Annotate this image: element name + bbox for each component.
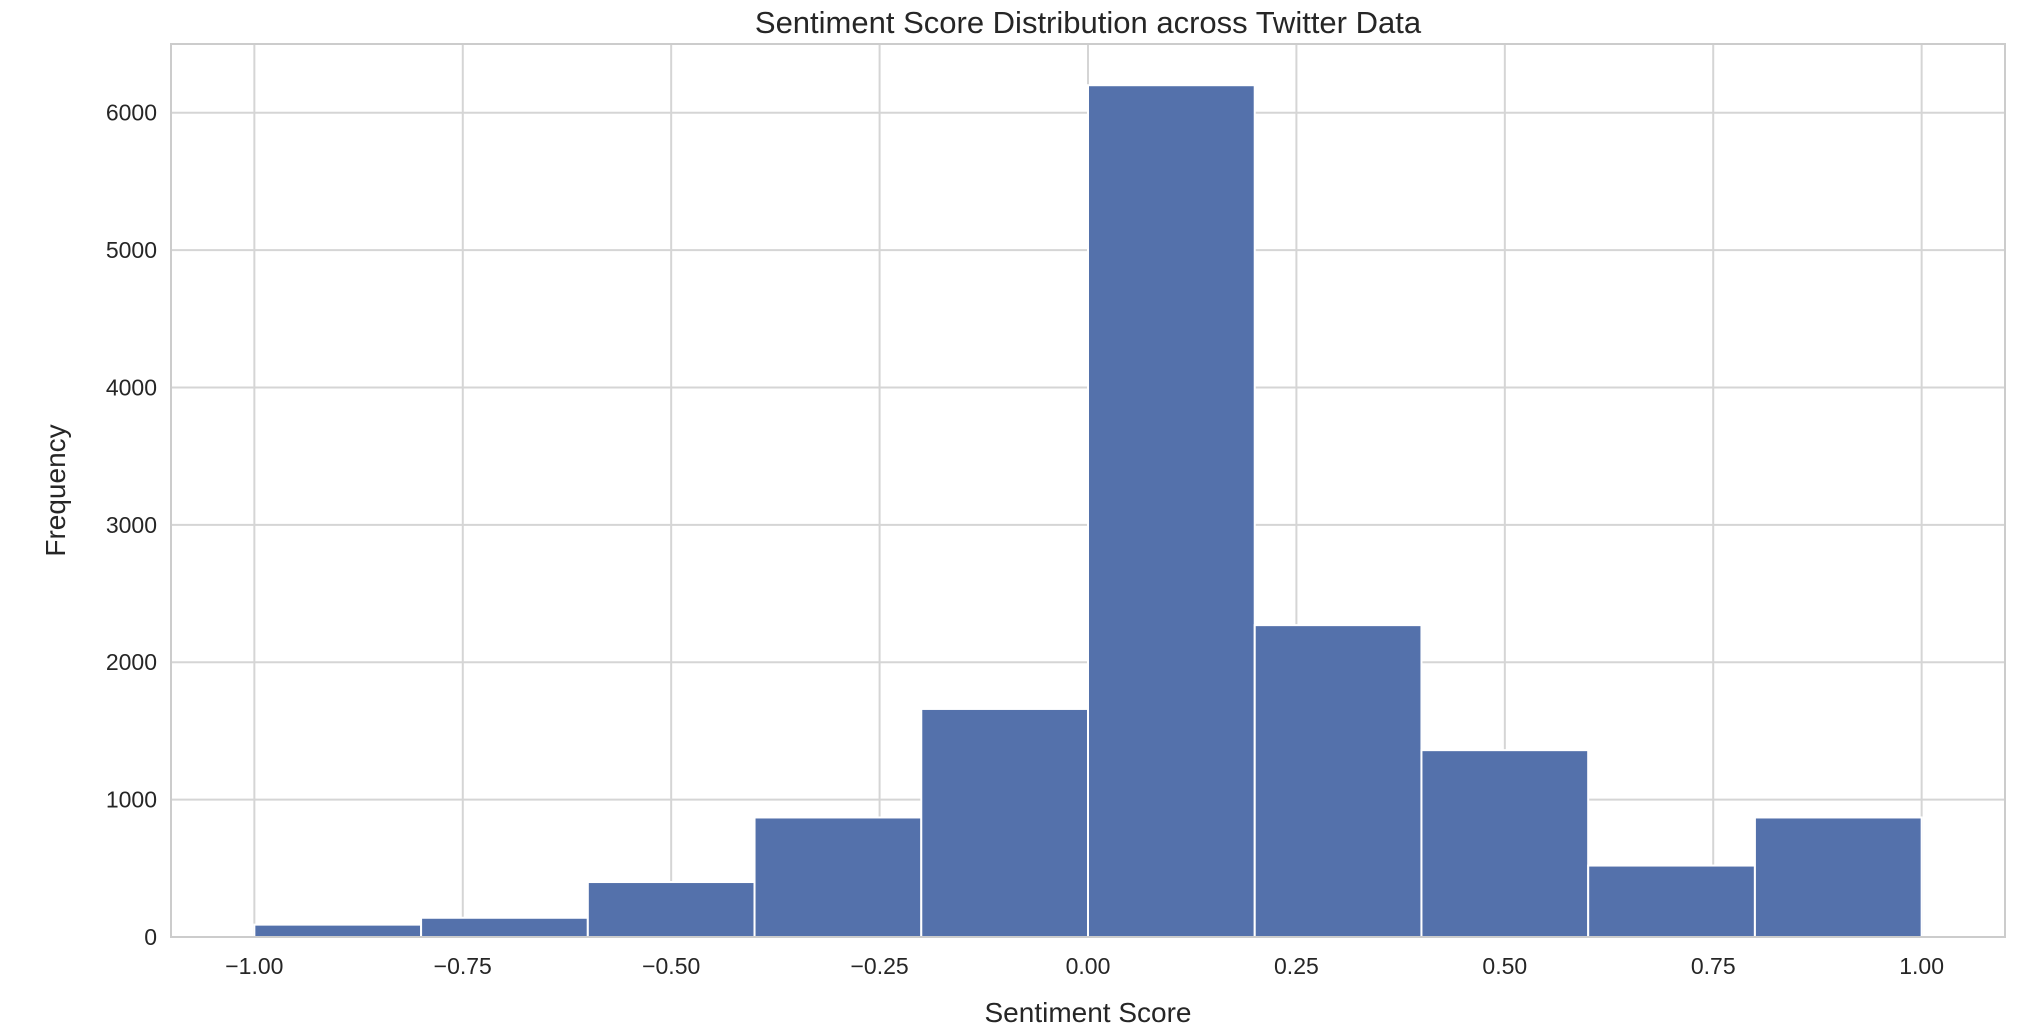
histogram-bar <box>1087 84 1256 938</box>
x-tick-label: 0.00 <box>1066 953 1111 979</box>
chart-title: Sentiment Score Distribution across Twit… <box>755 5 1422 40</box>
x-tick-label: 1.00 <box>1899 953 1944 979</box>
x-tick-label: 0.50 <box>1482 953 1527 979</box>
histogram-bar <box>753 816 923 939</box>
histogram-bars <box>253 84 1923 939</box>
histogram-bar <box>1753 816 1923 939</box>
y-tick-label: 3000 <box>106 512 157 538</box>
x-tick-label: −1.00 <box>225 953 283 979</box>
histogram-bar <box>1587 864 1756 938</box>
y-tick-label: 5000 <box>106 237 157 263</box>
x-tick-label: −0.75 <box>434 953 492 979</box>
histogram-bar <box>420 916 589 939</box>
y-tick-label: 0 <box>144 924 157 950</box>
histogram-bar <box>920 707 1089 938</box>
histogram-bar <box>1253 624 1423 938</box>
histogram-bar <box>1420 749 1590 938</box>
y-tick-label: 6000 <box>106 100 157 126</box>
histogram-bar <box>253 923 423 938</box>
plot-frame <box>170 43 2006 938</box>
y-tick-label: 1000 <box>106 787 157 813</box>
x-tick-label: −0.25 <box>850 953 908 979</box>
y-axis-tick-labels: 0 1000 2000 3000 4000 5000 6000 <box>106 100 157 950</box>
x-tick-label: −0.50 <box>642 953 700 979</box>
y-tick-label: 4000 <box>106 374 157 400</box>
x-tick-label: 0.75 <box>1691 953 1736 979</box>
x-axis-tick-labels: −1.00 −0.75 −0.50 −0.25 0.00 0.25 0.50 0.75 1.00 <box>225 953 1944 979</box>
y-tick-label: 2000 <box>106 649 157 675</box>
x-tick-label: 0.25 <box>1274 953 1319 979</box>
histogram-bar <box>586 881 756 938</box>
x-axis-title: Sentiment Score <box>985 997 1192 1028</box>
y-axis-title: Frequency <box>40 424 71 556</box>
